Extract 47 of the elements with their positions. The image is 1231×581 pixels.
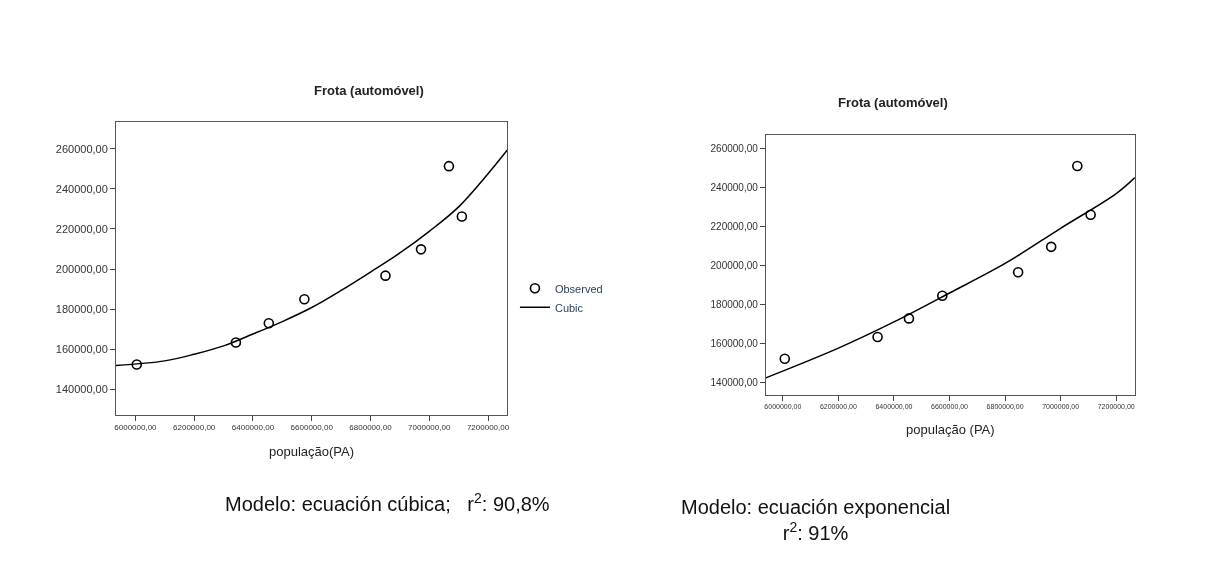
y-tick-label: 140000,00 <box>55 383 108 396</box>
x-tick-label: 7000000,00 <box>408 423 451 433</box>
line-series <box>116 149 508 367</box>
y-tick-label: 160000,00 <box>710 338 759 350</box>
point <box>415 244 427 255</box>
x-tick-label: 6000000,00 <box>114 423 158 433</box>
x-tick-label: 6200000,00 <box>173 423 216 433</box>
point <box>230 337 242 348</box>
y-tick-label: 180000,00 <box>55 302 108 315</box>
point <box>131 359 143 370</box>
x-tick-label: 6600000,00 <box>290 423 334 433</box>
point <box>263 317 275 329</box>
y-tick-label: 260000,00 <box>55 142 108 155</box>
line-series <box>765 176 1135 379</box>
point <box>1045 241 1057 253</box>
x-tick-label: 7200000,00 <box>466 423 510 433</box>
legend-label: Observed <box>554 282 603 295</box>
point <box>1072 160 1083 172</box>
y-tick-label: 240000,00 <box>710 181 759 193</box>
x-tick-label: 6800000,00 <box>349 423 393 433</box>
chart-title: Frota (automóvel) <box>314 83 424 98</box>
x-axis-title: população(PA) <box>269 444 355 460</box>
point <box>380 270 391 281</box>
y-tick-label: 200000,00 <box>710 259 759 271</box>
y-tick-label: 160000,00 <box>55 343 108 356</box>
point <box>1012 266 1024 278</box>
y-tick-label: 220000,00 <box>55 222 108 235</box>
point <box>443 160 455 172</box>
point <box>779 353 791 364</box>
y-tick-label: 240000,00 <box>55 182 108 195</box>
legend-label: Cubic <box>554 301 584 314</box>
y-tick-label: 260000,00 <box>710 142 759 154</box>
x-axis-title: população (PA) <box>905 422 995 438</box>
point <box>872 331 883 343</box>
x-tick-label: 6400000,00 <box>231 423 275 433</box>
text: Modelo: ecuación cúbica; r$^{2}$: 90,8% <box>225 490 550 516</box>
text: Modelo: ecuación exponencial r$^{2}$: 91% <box>681 496 951 544</box>
point <box>456 211 468 222</box>
point <box>1085 209 1096 221</box>
chart-title: Frota (automóvel) <box>838 95 948 110</box>
point <box>903 313 915 324</box>
y-tick-label: 220000,00 <box>710 220 759 232</box>
y-tick-label: 140000,00 <box>710 377 759 389</box>
y-tick-label: 180000,00 <box>710 299 759 311</box>
point <box>937 290 948 302</box>
point <box>299 294 310 305</box>
y-tick-label: 200000,00 <box>55 262 108 275</box>
